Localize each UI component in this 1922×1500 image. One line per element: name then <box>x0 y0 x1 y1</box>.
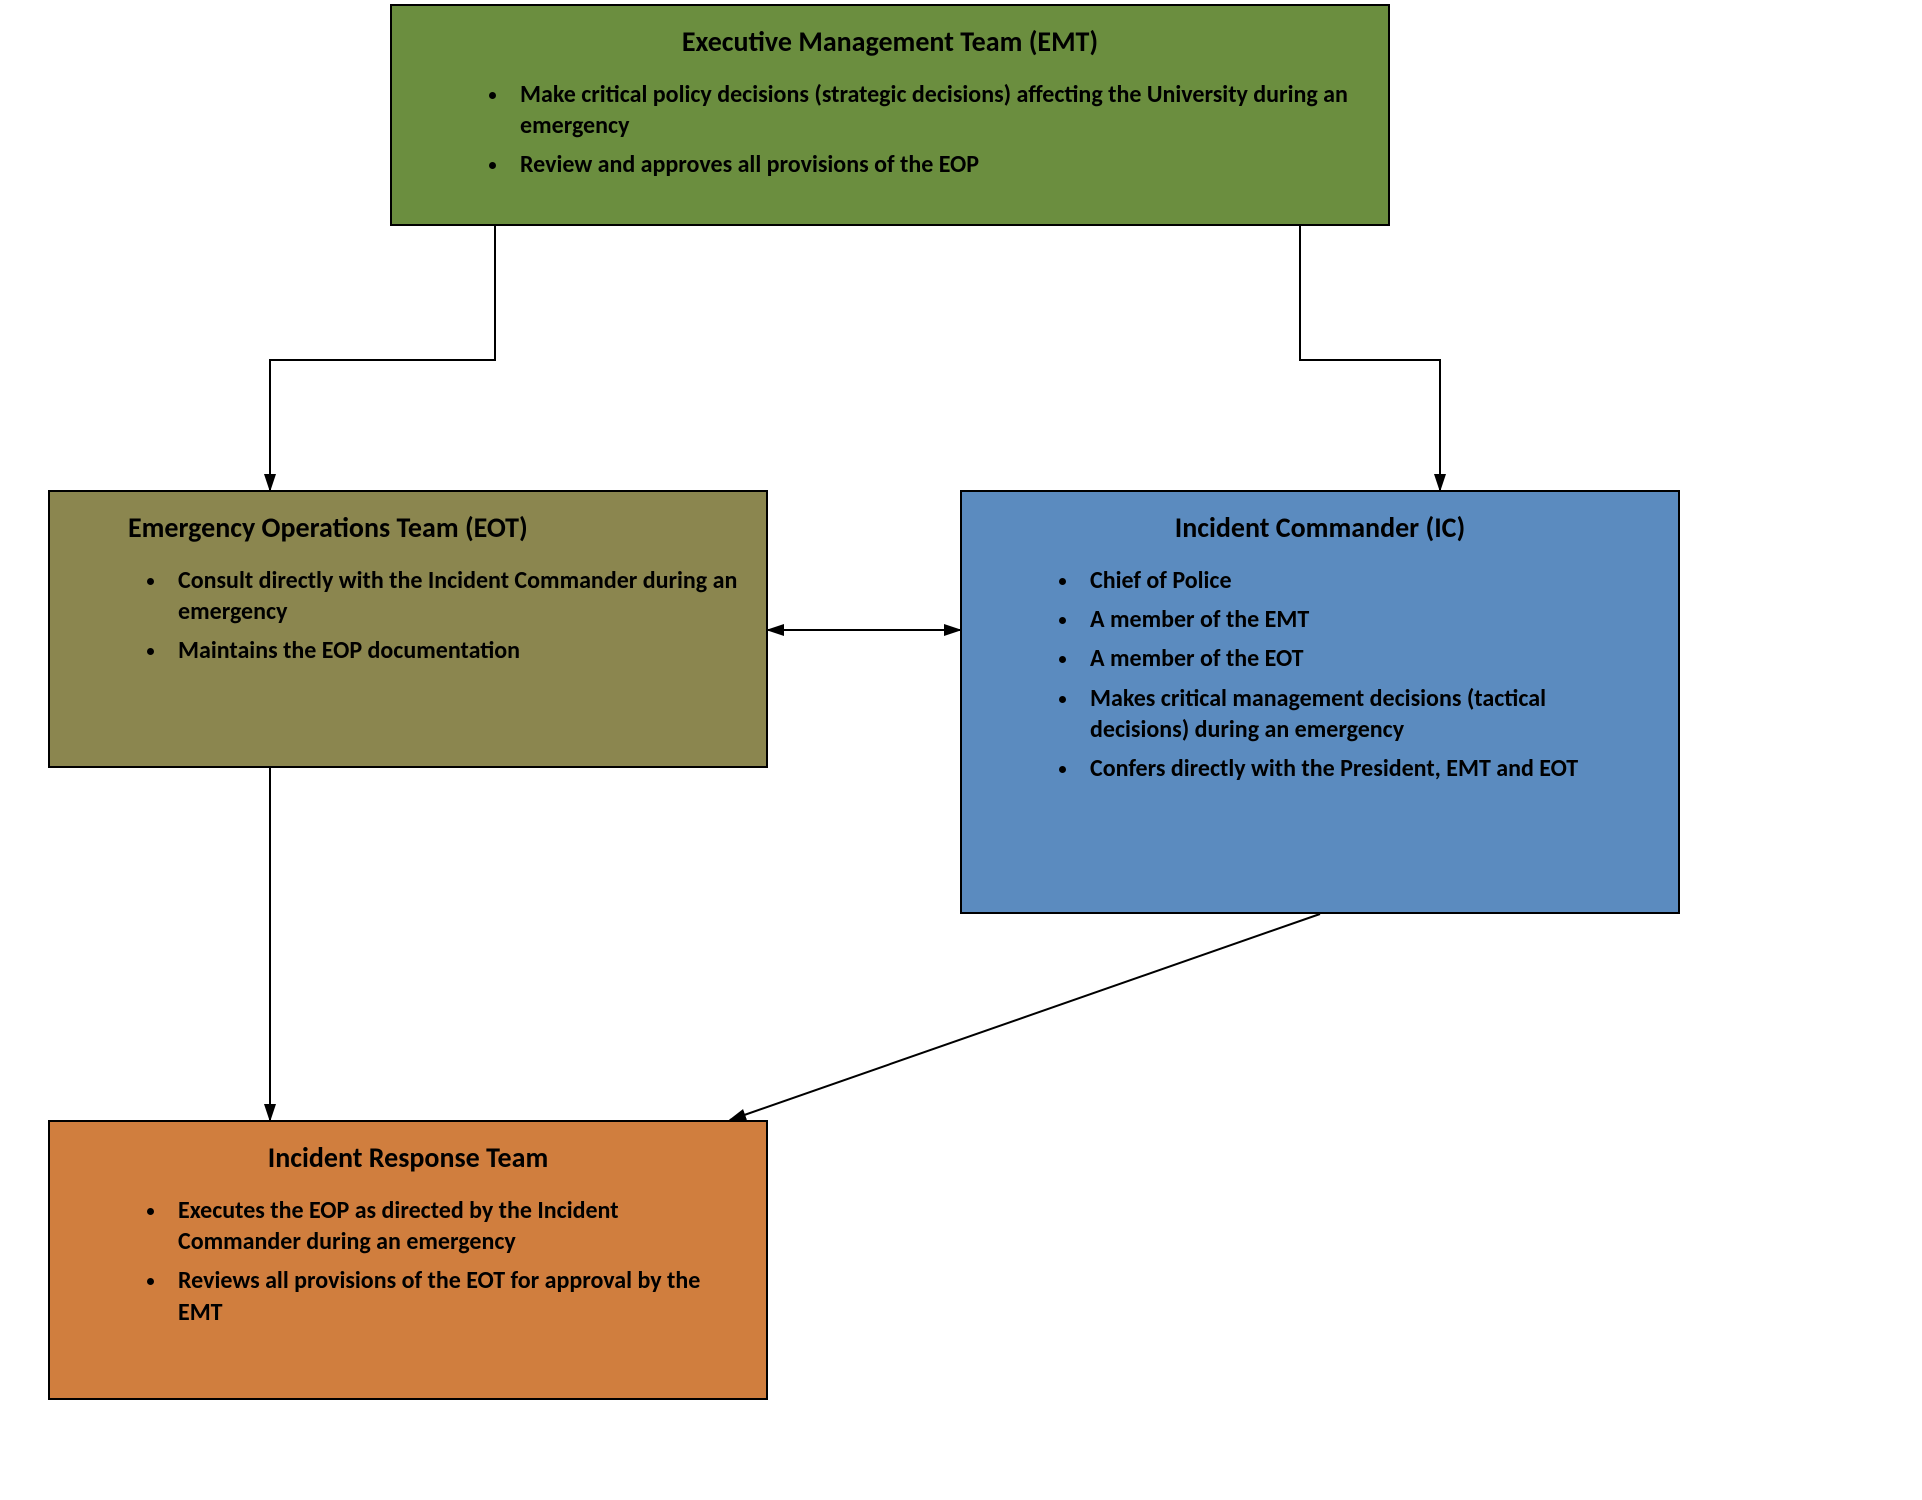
node-ic-bullet: A member of the EOT <box>1080 643 1650 674</box>
diagram-canvas: Executive Management Team (EMT) Make cri… <box>0 0 1922 1500</box>
edge-emt-ic <box>1300 226 1440 490</box>
node-emt-title: Executive Management Team (EMT) <box>420 24 1360 59</box>
node-irt-bullet: Executes the EOP as directed by the Inci… <box>168 1195 738 1257</box>
node-eot-bullets: Consult directly with the Incident Comma… <box>78 565 738 667</box>
node-eot: Emergency Operations Team (EOT) Consult … <box>48 490 768 768</box>
edge-ic-irt <box>730 914 1320 1120</box>
node-ic-bullet: Confers directly with the President, EMT… <box>1080 753 1650 784</box>
node-irt-title: Incident Response Team <box>78 1140 738 1175</box>
edge-emt-eot <box>270 226 495 490</box>
node-emt-bullet: Review and approves all provisions of th… <box>510 149 1360 180</box>
node-ic-bullet: Makes critical management decisions (tac… <box>1080 683 1650 745</box>
node-irt-bullets: Executes the EOP as directed by the Inci… <box>78 1195 738 1328</box>
node-emt-bullets: Make critical policy decisions (strategi… <box>420 79 1360 181</box>
node-eot-title: Emergency Operations Team (EOT) <box>78 510 738 545</box>
node-irt: Incident Response Team Executes the EOP … <box>48 1120 768 1400</box>
node-eot-bullet: Maintains the EOP documentation <box>168 635 738 666</box>
node-ic-bullets: Chief of Police A member of the EMT A memb… <box>990 565 1650 784</box>
node-ic-bullet: A member of the EMT <box>1080 604 1650 635</box>
node-emt-bullet: Make critical policy decisions (strategi… <box>510 79 1360 141</box>
node-emt: Executive Management Team (EMT) Make cri… <box>390 4 1390 226</box>
node-eot-bullet: Consult directly with the Incident Comma… <box>168 565 738 627</box>
node-ic-title: Incident Commander (IC) <box>990 510 1650 545</box>
node-ic-bullet: Chief of Police <box>1080 565 1650 596</box>
node-irt-bullet: Reviews all provisions of the EOT for ap… <box>168 1265 738 1327</box>
node-ic: Incident Commander (IC) Chief of Police A… <box>960 490 1680 914</box>
